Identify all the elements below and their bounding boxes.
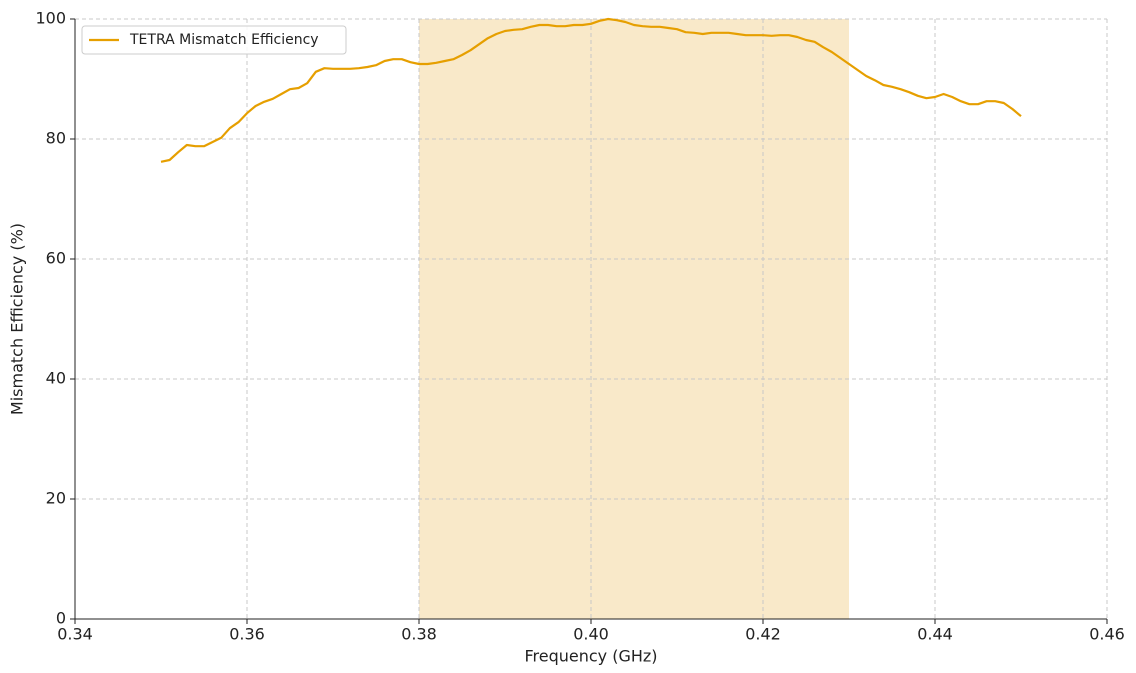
shaded-band — [419, 19, 849, 619]
x-tick-label: 0.38 — [401, 625, 437, 644]
legend-label: TETRA Mismatch Efficiency — [129, 32, 319, 48]
x-tick-label: 0.42 — [745, 625, 781, 644]
x-tick-label: 0.34 — [57, 625, 93, 644]
x-tick-label: 0.40 — [573, 625, 609, 644]
x-tick-label: 0.36 — [229, 625, 265, 644]
x-tick-label: 0.44 — [917, 625, 953, 644]
legend: TETRA Mismatch Efficiency — [81, 25, 347, 55]
x-tick-label: 0.46 — [1089, 625, 1125, 644]
y-tick-label: 60 — [46, 249, 66, 268]
data-line — [160, 17, 1022, 163]
y-tick-label: 20 — [46, 489, 66, 508]
y-tick-label: 40 — [46, 369, 66, 388]
y-tick-label: 0 — [56, 609, 66, 628]
y-tick-label: 100 — [35, 9, 66, 28]
x-axis-label: Frequency (GHz) — [524, 647, 657, 666]
y-tick-label: 80 — [46, 129, 66, 148]
y-axis-label: Mismatch Efficiency (%) — [8, 223, 27, 415]
legend-box — [81, 25, 347, 55]
